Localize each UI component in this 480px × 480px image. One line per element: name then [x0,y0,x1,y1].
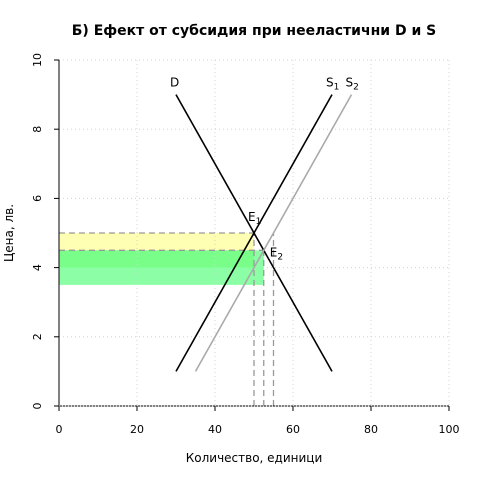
axes: 0 20 40 60 80 100 0 2 4 6 8 10 [31,53,460,436]
x-tick-label: 60 [286,423,300,436]
shaded-region-0 [59,233,254,251]
equilibrium-label-1: E2 [270,245,283,262]
y-tick-label: 0 [31,403,44,410]
curve-label-2: S2 [346,76,359,93]
shaded-region-2 [59,250,264,285]
series-line-s2 [194,94,353,372]
y-tick-label: 6 [31,195,44,202]
x-axis-label: Количество, единици [186,451,323,465]
y-tick-label: 8 [31,126,44,133]
x-tick-label: 20 [130,423,144,436]
curve-label-0: D [170,76,179,90]
x-tick-label: 0 [56,423,63,436]
guide-lines [59,232,275,406]
x-tick-label: 40 [208,423,222,436]
series-line-s1 [175,94,333,372]
curve-label-1: S1 [326,76,339,93]
equilibrium-label-0: E1 [248,210,261,227]
y-tick-label: 2 [31,333,44,340]
shaded-regions [59,233,264,285]
y-tick-label: 10 [31,53,44,67]
x-tick-label: 100 [439,423,460,436]
y-tick-label: 4 [31,264,44,271]
curve-labels: D S1 S2 E1 E2 [170,76,359,263]
chart-title: Б) Ефект от субсидия при нееластични D и… [72,23,436,39]
series-lines [175,94,353,372]
x-tick-label: 80 [364,423,378,436]
y-axis-label: Цена, лв. [2,204,16,262]
